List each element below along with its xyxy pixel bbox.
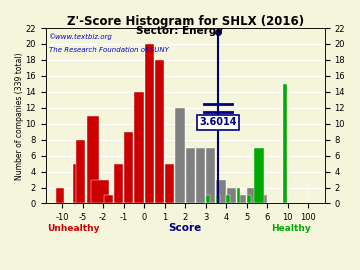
Bar [73, 164, 80, 204]
Bar [165, 164, 175, 204]
Bar [257, 195, 267, 204]
Bar [247, 187, 256, 204]
Y-axis label: Number of companies (339 total): Number of companies (339 total) [15, 52, 24, 180]
Bar [87, 116, 99, 204]
Bar [216, 180, 226, 204]
Bar [255, 148, 264, 204]
Bar [196, 148, 205, 204]
Bar [124, 132, 134, 204]
Title: Z'-Score Histogram for SHLX (2016): Z'-Score Histogram for SHLX (2016) [67, 15, 304, 28]
Bar [186, 148, 195, 204]
Text: Healthy: Healthy [271, 224, 311, 233]
Bar [145, 44, 154, 204]
Bar [247, 195, 251, 204]
Bar [206, 148, 215, 204]
Bar [90, 180, 109, 204]
Bar [114, 164, 123, 204]
Bar [216, 195, 220, 204]
Bar [175, 108, 185, 204]
Text: Score: Score [168, 223, 202, 233]
Bar [57, 187, 64, 204]
Bar [226, 195, 230, 204]
Bar [134, 92, 144, 204]
Text: Unhealthy: Unhealthy [48, 224, 100, 233]
Bar [227, 187, 236, 204]
Bar [104, 195, 113, 204]
Bar [237, 187, 240, 204]
Text: The Research Foundation of SUNY: The Research Foundation of SUNY [49, 47, 168, 53]
Bar [237, 195, 246, 204]
Text: ©www.textbiz.org: ©www.textbiz.org [49, 33, 112, 40]
Text: Sector: Energy: Sector: Energy [136, 26, 224, 36]
Bar [155, 60, 164, 204]
Bar [76, 140, 85, 204]
Bar [283, 84, 288, 204]
Text: 3.6014: 3.6014 [199, 117, 237, 127]
Bar [206, 195, 210, 204]
